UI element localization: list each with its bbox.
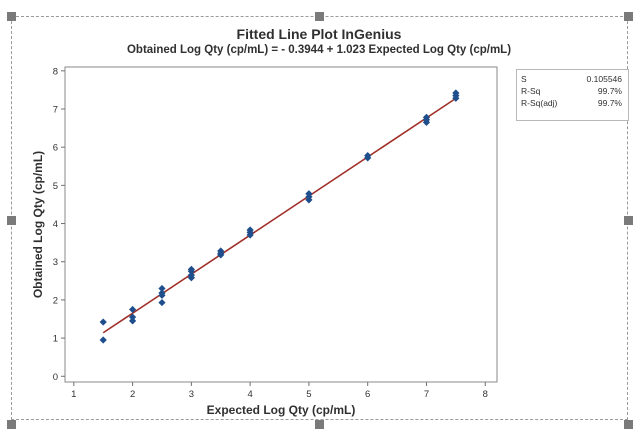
x-tick-label: 7 — [424, 389, 429, 400]
y-tick-label: 3 — [53, 257, 58, 268]
y-tick-label: 5 — [53, 181, 58, 192]
data-point — [158, 298, 166, 307]
y-tick-label: 8 — [53, 66, 58, 77]
data-point — [128, 313, 137, 321]
x-tick-label: 5 — [306, 389, 311, 400]
y-axis-label: Obtained Log Qty (cp/mL) — [31, 151, 45, 298]
x-tick-label: 1 — [71, 389, 76, 400]
data-point — [246, 226, 254, 234]
resize-handle-top-left[interactable] — [7, 12, 16, 21]
x-tick-label: 2 — [130, 389, 135, 400]
y-tick-label: 4 — [53, 219, 58, 230]
data-point — [99, 318, 107, 326]
resize-handle-top-right[interactable] — [624, 12, 633, 21]
x-tick-label: 3 — [189, 389, 194, 400]
stat-label: R-Sq(adj) — [521, 98, 558, 108]
data-point — [187, 271, 195, 279]
x-tick-label: 4 — [247, 389, 252, 400]
resize-handle-bottom-left[interactable] — [7, 420, 16, 429]
data-point — [305, 190, 313, 198]
y-tick-label: 2 — [53, 295, 58, 306]
y-tick-label: 1 — [53, 334, 58, 345]
stat-row-s: S 0.105546 — [517, 74, 628, 85]
resize-handle-bottom-right[interactable] — [624, 420, 633, 429]
resize-handle-middle-right[interactable] — [624, 216, 633, 225]
x-tick-label: 6 — [365, 389, 370, 400]
y-tick-label: 6 — [53, 143, 58, 154]
stat-row-r-sq-adj: R-Sq(adj) 99.7% — [517, 98, 628, 109]
stat-row-r-sq: R-Sq 99.7% — [517, 86, 628, 97]
stat-value: 0.105546 — [586, 74, 622, 84]
stat-value: 99.7% — [597, 98, 622, 108]
data-point — [128, 317, 137, 325]
resize-handle-middle-left[interactable] — [7, 216, 16, 225]
resize-handle-top-center[interactable] — [315, 12, 324, 21]
data-point — [158, 289, 166, 297]
stat-label: R-Sq — [521, 86, 541, 96]
stat-label: S — [521, 74, 527, 84]
x-axis-label: Expected Log Qty (cp/mL) — [207, 403, 356, 417]
y-tick-label: 7 — [53, 105, 58, 116]
data-point — [452, 89, 460, 97]
data-point — [422, 113, 431, 121]
stat-value: 99.7% — [597, 86, 622, 96]
data-point — [187, 265, 195, 273]
data-point — [158, 284, 166, 293]
data-point — [217, 247, 225, 255]
resize-handle-bottom-center[interactable] — [315, 420, 324, 429]
y-tick-label: 0 — [53, 372, 58, 383]
x-tick-label: 8 — [483, 389, 488, 400]
chart-title: Fitted Line Plot InGenius — [236, 26, 402, 42]
data-point — [364, 151, 372, 160]
regression-equation: Obtained Log Qty (cp/mL) = - 0.3944 + 1.… — [126, 44, 512, 56]
data-point — [99, 336, 107, 344]
data-point — [128, 305, 137, 314]
fit-statistics-table: S 0.105546 R-Sq 99.7% R-Sq(adj) 99.7% — [516, 69, 629, 121]
